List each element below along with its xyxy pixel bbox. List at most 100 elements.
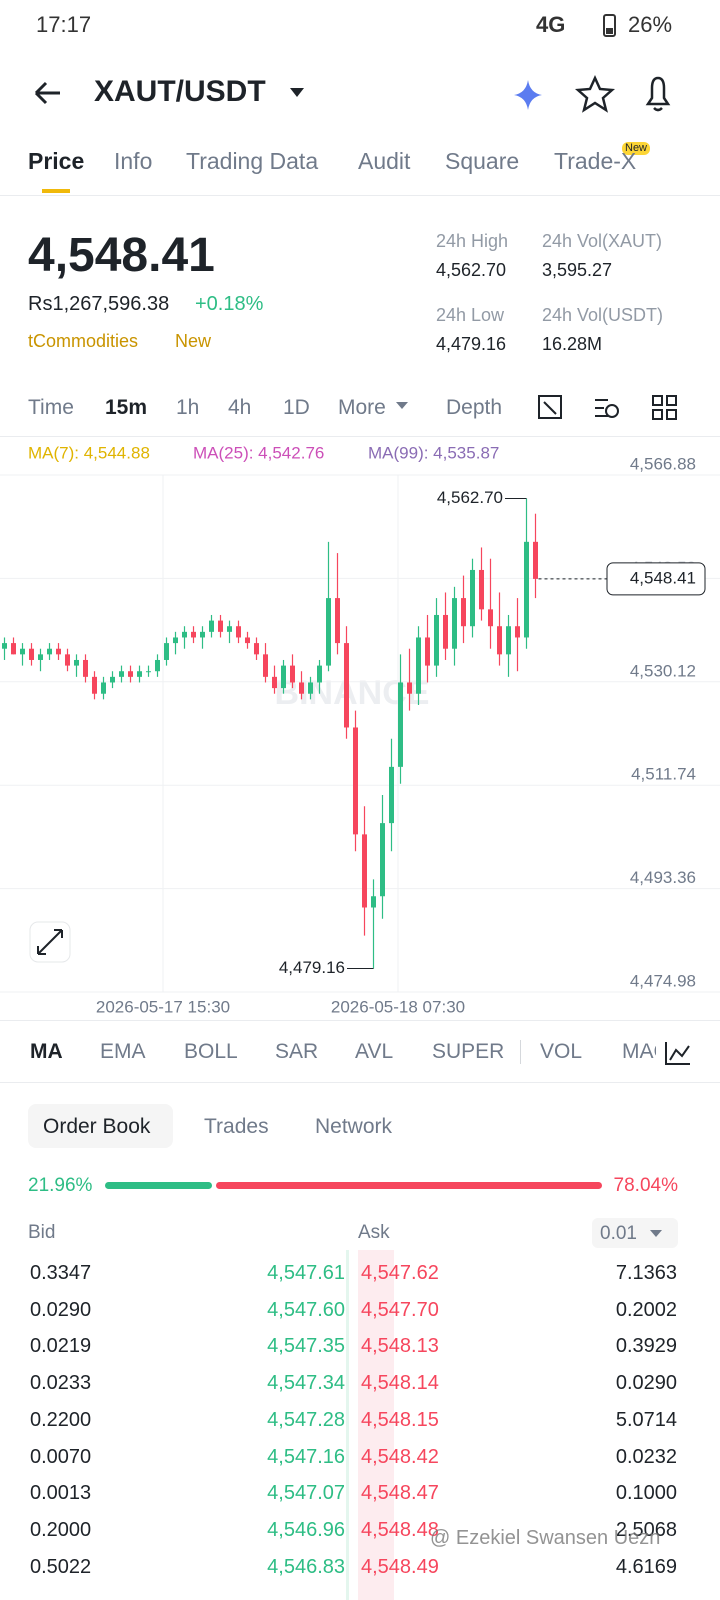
candle-body xyxy=(56,648,61,655)
tab[interactable]: Price xyxy=(28,148,85,174)
interval[interactable]: Depth xyxy=(446,396,503,419)
tab[interactable]: Info xyxy=(114,148,153,174)
ask-price: 4,548.47 xyxy=(361,1482,439,1505)
interval[interactable]: 1h xyxy=(176,396,200,419)
pair[interactable]: XAUT/USDT xyxy=(94,75,266,108)
bid-ratio-bar xyxy=(105,1182,213,1189)
bid-qty: 0.3347 xyxy=(30,1262,92,1284)
divider xyxy=(0,1082,720,1083)
tab[interactable]: Trading Data xyxy=(186,148,319,174)
bid-header: Bid xyxy=(28,1222,56,1243)
stat-value: 16.28M xyxy=(542,334,603,354)
candle-body xyxy=(182,631,187,638)
ask-qty: 0.1000 xyxy=(615,1482,677,1505)
tab[interactable]: Audit xyxy=(358,148,411,174)
indicator[interactable]: AVL xyxy=(355,1040,394,1063)
bid-price: 4,547.16 xyxy=(267,1445,345,1468)
ask-ratio-bar xyxy=(216,1182,602,1189)
candle-body xyxy=(20,648,25,655)
interval[interactable]: 15m xyxy=(105,396,148,419)
candle-body xyxy=(308,682,313,694)
ask-qty: 2.5068 xyxy=(615,1518,677,1541)
ask-qty: 7.1363 xyxy=(615,1262,677,1284)
stat-label: 24h High xyxy=(436,231,509,251)
stat-label: 24h Vol(USDT) xyxy=(542,305,664,325)
candle-body xyxy=(398,682,403,767)
icons xyxy=(34,14,671,193)
indicator[interactable]: MACD xyxy=(622,1041,656,1062)
interval[interactable]: Time xyxy=(28,396,74,419)
indicator-settings[interactable] xyxy=(662,1038,692,1068)
candle-body xyxy=(299,682,304,694)
indicator[interactable]: EMA xyxy=(100,1040,146,1063)
y-tick-label: 4,511.74 xyxy=(631,765,696,784)
interval[interactable]: 4h xyxy=(228,396,252,419)
indicator[interactable]: SAR xyxy=(275,1040,319,1063)
ma-legend: MA(7): 4,544.88 xyxy=(28,443,150,462)
back[interactable] xyxy=(34,81,60,105)
candle-body xyxy=(452,598,457,649)
ask-qty: 0.2002 xyxy=(615,1298,677,1321)
candle-body xyxy=(434,614,439,666)
candle-body xyxy=(317,665,322,683)
fiat-price: Rs1,267,596.38 xyxy=(28,293,170,315)
candle-body xyxy=(497,626,502,655)
bid-qty: 0.0290 xyxy=(30,1298,92,1321)
tab[interactable]: Trade-X xyxy=(554,148,637,174)
tag[interactable]: tCommodities xyxy=(28,331,139,351)
precision-bg xyxy=(592,1218,678,1248)
bid-qty: 0.0233 xyxy=(30,1372,92,1395)
divider xyxy=(0,1020,720,1021)
ask-price: 4,548.42 xyxy=(361,1445,439,1468)
ask-price: 4,547.70 xyxy=(361,1298,439,1321)
tag-badge: New xyxy=(175,331,212,351)
candle-body xyxy=(83,659,88,677)
candle-body xyxy=(515,626,520,638)
candle-body xyxy=(227,626,232,632)
bid-qty: 0.2000 xyxy=(30,1518,92,1541)
indicator[interactable]: SUPER xyxy=(432,1040,505,1063)
stat-label: 24h Vol(XAUT) xyxy=(542,231,663,251)
y-tick-label: 4,530.12 xyxy=(630,661,696,680)
tab[interactable]: Square xyxy=(445,148,520,174)
ob-tab[interactable]: Network xyxy=(315,1115,393,1138)
precision[interactable]: 0.01 xyxy=(600,1223,637,1244)
ask-qty: 0.0232 xyxy=(615,1445,677,1468)
ask-price: 4,548.13 xyxy=(361,1335,439,1358)
ask-qty: 0.0290 xyxy=(615,1372,677,1395)
candle-body xyxy=(101,682,106,694)
candle-body xyxy=(263,654,268,677)
ai-icon[interactable] xyxy=(514,80,542,110)
bid-qty: 0.0219 xyxy=(30,1335,92,1358)
candle-body xyxy=(128,671,133,677)
candle-body xyxy=(533,541,538,579)
star[interactable] xyxy=(574,74,616,113)
bid-price: 4,547.60 xyxy=(267,1298,345,1321)
candle-body xyxy=(335,598,340,644)
candle-body xyxy=(290,665,295,683)
last-price-label: 4,548.41 xyxy=(630,568,696,587)
indicator[interactable]: VOL xyxy=(540,1040,583,1063)
candle-body xyxy=(353,727,358,835)
candle-body xyxy=(524,541,529,638)
indicator[interactable]: MA xyxy=(30,1040,63,1063)
ob-tab[interactable]: Trades xyxy=(204,1115,269,1138)
interval[interactable]: 1D xyxy=(283,396,310,419)
ask-qty: 5.0714 xyxy=(615,1408,677,1431)
ask-price: 4,548.48 xyxy=(361,1518,439,1541)
ob-tab[interactable]: Order Book xyxy=(43,1115,151,1138)
bell[interactable] xyxy=(645,76,671,112)
stat-label: 24h Low xyxy=(436,305,505,325)
interval[interactable]: More xyxy=(338,396,386,419)
bid-qty: 0.5022 xyxy=(30,1555,92,1578)
bid-qty: 0.0013 xyxy=(30,1482,92,1505)
low-label: 4,479.16 xyxy=(279,958,345,977)
candle-body xyxy=(461,598,466,627)
candle-body xyxy=(92,676,97,694)
y-tick-label: 4,566.88 xyxy=(630,454,696,473)
ma-legend: MA(99): 4,535.87 xyxy=(368,443,499,462)
ask-qty: 4.6169 xyxy=(615,1555,677,1578)
bid-price: 4,546.96 xyxy=(267,1518,345,1541)
divider xyxy=(0,436,720,437)
indicator[interactable]: BOLL xyxy=(184,1040,238,1063)
